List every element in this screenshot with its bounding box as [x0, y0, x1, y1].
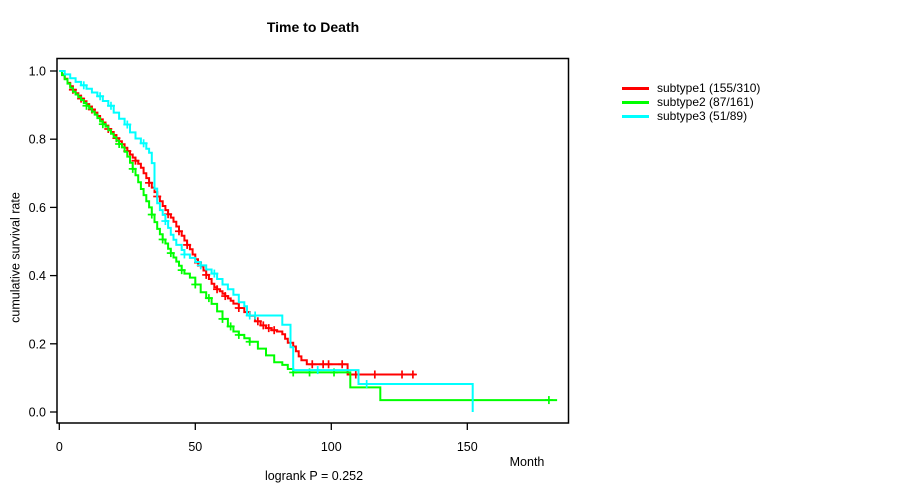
- legend-label: subtype1 (155/310): [657, 81, 761, 95]
- x-axis-label: Month: [509, 455, 545, 469]
- y-tick-label: 1.0: [29, 65, 46, 79]
- x-tick-label: 50: [188, 440, 202, 454]
- legend-swatch-subtype3: [622, 114, 649, 118]
- x-tick-label: 150: [457, 440, 478, 454]
- survival-curve-subtype3: [59, 70, 474, 412]
- legend-item-subtype3: subtype3 (51/89): [622, 109, 760, 123]
- y-tick-label: 0.2: [29, 337, 46, 351]
- y-tick-label: 0.8: [29, 133, 46, 147]
- x-tick-label: 100: [321, 440, 342, 454]
- y-tick-label: 0.4: [29, 269, 46, 283]
- x-tick-label: 0: [56, 440, 63, 454]
- legend-label: subtype2 (87/161): [657, 95, 754, 109]
- survival-curve-subtype2: [59, 70, 558, 402]
- legend-swatch-subtype1: [622, 86, 649, 90]
- legend-label: subtype3 (51/89): [657, 109, 748, 123]
- legend-item-subtype2: subtype2 (87/161): [622, 95, 760, 109]
- legend: subtype1 (155/310) subtype2 (87/161) subty…: [622, 81, 760, 123]
- y-tick-label: 0.6: [29, 201, 46, 215]
- y-tick-label: 0.0: [29, 406, 46, 420]
- plot-box: [56, 57, 570, 424]
- legend-item-subtype1: subtype1 (155/310): [622, 81, 760, 95]
- logrank-pvalue: logrank P = 0.252: [264, 469, 364, 483]
- legend-swatch-subtype2: [622, 100, 649, 104]
- chart-title: Time to Death: [266, 19, 360, 35]
- survival-curve-subtype1: [59, 70, 416, 376]
